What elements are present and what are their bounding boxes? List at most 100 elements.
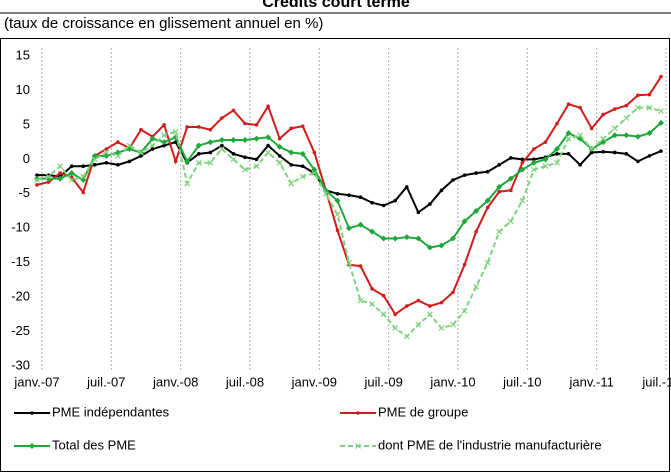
y-tick-label: 0 <box>23 151 30 166</box>
x-tick-label: janv.-10 <box>429 374 475 389</box>
y-tick-label: -25 <box>11 323 30 338</box>
point-marker <box>196 125 201 129</box>
point-marker <box>299 173 306 180</box>
point-marker <box>380 311 387 318</box>
point-marker <box>588 146 595 152</box>
point-marker <box>173 159 178 164</box>
point-marker <box>496 183 503 190</box>
point-marker <box>162 143 166 148</box>
legend-marker <box>29 443 35 449</box>
point-marker <box>230 137 237 144</box>
point-marker <box>184 158 191 165</box>
point-marker <box>601 149 606 154</box>
point-marker <box>519 166 526 173</box>
point-marker <box>185 125 190 129</box>
legend-label: Total des PME <box>52 437 136 452</box>
point-marker <box>565 135 572 142</box>
legend-label: PME indépendantes <box>52 404 170 419</box>
point-marker <box>542 163 549 170</box>
point-marker <box>231 108 236 113</box>
point-marker <box>578 105 582 110</box>
y-tick-label: 10 <box>16 82 30 97</box>
point-marker <box>150 147 155 151</box>
point-marker <box>565 130 572 137</box>
point-marker <box>276 143 283 150</box>
point-marker <box>127 159 132 164</box>
point-marker <box>381 203 386 208</box>
x-tick-label: janv.-11 <box>569 374 614 389</box>
point-marker <box>104 160 109 165</box>
x-tick-label: juil.-10 <box>502 374 541 389</box>
point-marker <box>612 107 617 111</box>
point-marker <box>139 154 143 158</box>
point-marker <box>289 163 294 167</box>
point-marker <box>566 152 571 156</box>
point-marker <box>207 159 214 166</box>
point-marker <box>34 177 40 183</box>
point-marker <box>299 150 306 157</box>
point-marker <box>370 287 374 291</box>
y-tick-label: 5 <box>23 116 30 131</box>
point-marker <box>461 218 468 225</box>
point-marker <box>300 124 305 129</box>
point-marker <box>462 173 467 177</box>
point-marker <box>243 155 247 160</box>
chart-frame <box>0 38 670 472</box>
point-marker <box>646 104 653 111</box>
point-marker <box>438 242 445 249</box>
point-marker <box>335 228 340 233</box>
legend-marker <box>356 411 360 415</box>
point-marker <box>46 180 51 184</box>
point-marker <box>508 156 513 160</box>
point-marker <box>196 152 201 156</box>
point-marker <box>485 205 490 210</box>
point-marker <box>300 164 305 169</box>
point-marker <box>600 135 607 142</box>
point-marker <box>230 156 237 163</box>
point-marker <box>474 229 478 234</box>
point-marker <box>403 333 410 340</box>
point-marker <box>242 166 248 173</box>
legend-marker <box>355 443 361 449</box>
point-marker <box>104 147 109 151</box>
point-marker <box>195 142 202 149</box>
x-tick-label: janv.-08 <box>152 374 198 389</box>
point-marker <box>636 93 640 98</box>
point-marker <box>334 211 341 218</box>
point-marker <box>555 152 559 156</box>
point-marker <box>311 170 318 177</box>
point-marker <box>149 135 156 142</box>
point-marker <box>415 321 422 328</box>
point-marker <box>357 221 364 228</box>
y-tick-label: -10 <box>11 220 30 235</box>
y-tick-label: -15 <box>11 254 30 269</box>
point-marker <box>242 137 248 144</box>
point-marker <box>577 132 584 139</box>
point-marker <box>114 152 121 159</box>
point-marker <box>116 163 120 167</box>
point-marker <box>530 159 537 166</box>
point-marker <box>497 163 502 167</box>
point-marker <box>358 264 363 268</box>
point-marker <box>532 157 536 162</box>
point-marker <box>277 136 282 141</box>
point-marker <box>116 140 120 144</box>
point-marker <box>496 228 503 235</box>
point-marker <box>646 130 653 137</box>
point-marker <box>415 235 422 242</box>
point-marker <box>68 170 75 177</box>
point-marker <box>532 147 536 151</box>
point-marker <box>612 150 617 155</box>
point-marker <box>69 164 74 169</box>
point-marker <box>520 160 525 165</box>
point-marker <box>450 235 456 242</box>
point-marker <box>218 137 225 144</box>
point-marker <box>358 195 363 200</box>
point-marker <box>103 149 110 156</box>
point-marker <box>578 163 582 167</box>
point-marker <box>439 300 444 305</box>
point-marker <box>91 156 98 163</box>
x-tick-label: janv.-09 <box>291 374 337 389</box>
point-marker <box>647 154 652 158</box>
